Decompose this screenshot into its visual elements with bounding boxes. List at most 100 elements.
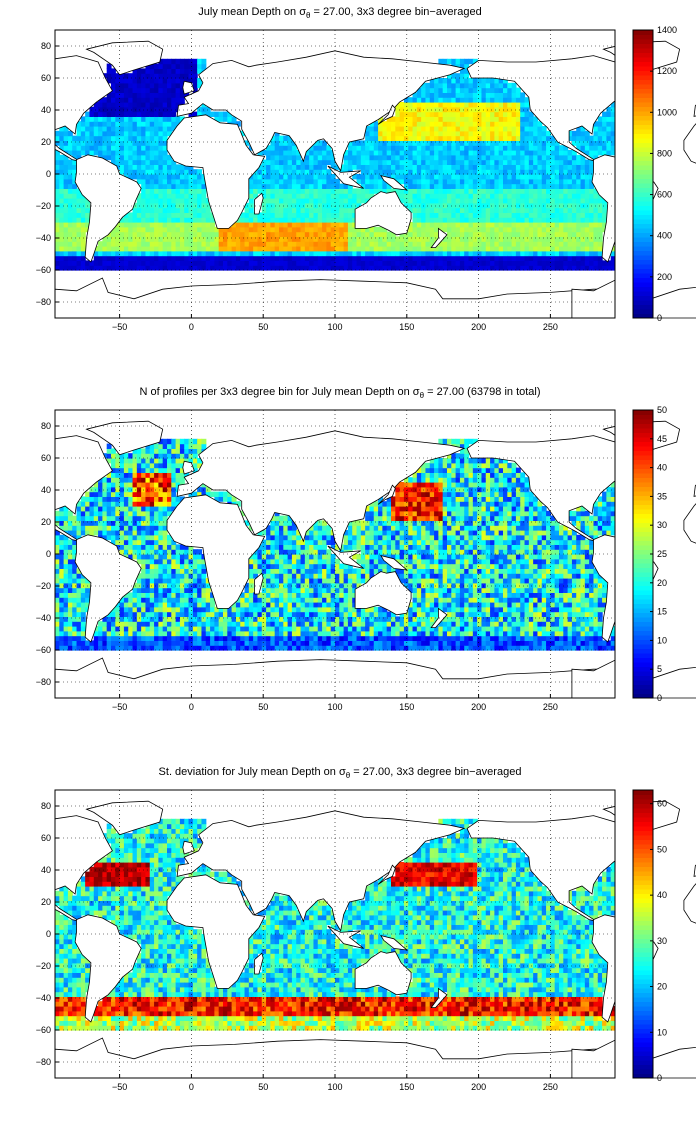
heatmap-cell	[481, 222, 486, 227]
heatmap-cell	[111, 631, 116, 636]
heatmap-cell	[275, 164, 280, 169]
heatmap-cell	[150, 477, 155, 482]
heatmap-cell	[72, 140, 77, 145]
heatmap-cell	[59, 516, 64, 521]
heatmap-cell	[352, 145, 357, 150]
heatmap-cell	[585, 203, 590, 208]
colorbar-swatch	[633, 237, 653, 242]
heatmap-cell	[443, 160, 448, 165]
heatmap-cell	[107, 482, 112, 487]
heatmap-cell	[133, 155, 138, 160]
heatmap-cell	[145, 140, 150, 145]
heatmap-cell	[425, 107, 430, 112]
heatmap-cell	[542, 232, 547, 237]
heatmap-cell	[542, 136, 547, 141]
heatmap-cell	[520, 97, 525, 102]
heatmap-cell	[89, 506, 94, 511]
heatmap-cell	[443, 193, 448, 198]
heatmap-cell	[395, 145, 400, 150]
heatmap-cell	[374, 246, 379, 251]
heatmap-cell	[387, 251, 392, 256]
heatmap-cell	[158, 472, 163, 477]
heatmap-cell	[253, 236, 258, 241]
heatmap-cell	[167, 444, 172, 449]
heatmap-cell	[145, 492, 150, 497]
heatmap-cell	[124, 232, 129, 237]
heatmap-cell	[72, 516, 77, 521]
heatmap-cell	[447, 92, 452, 97]
heatmap-cell	[542, 188, 547, 193]
heatmap-cell	[275, 246, 280, 251]
heatmap-cell	[473, 212, 478, 217]
heatmap-cell	[150, 217, 155, 222]
heatmap-cell	[477, 246, 482, 251]
heatmap-cell	[598, 217, 603, 222]
heatmap-cell	[481, 232, 486, 237]
heatmap-cell	[154, 116, 159, 121]
heatmap-cell	[163, 640, 168, 645]
heatmap-cell	[533, 193, 538, 198]
heatmap-cell	[434, 260, 439, 265]
heatmap-cell	[262, 203, 267, 208]
heatmap-cell	[171, 222, 176, 227]
heatmap-cell	[606, 126, 611, 131]
heatmap-cell	[296, 203, 301, 208]
heatmap-cell	[275, 212, 280, 217]
heatmap-cell	[55, 511, 60, 516]
heatmap-cell	[150, 88, 155, 93]
heatmap-cell	[309, 256, 314, 261]
heatmap-cell	[477, 251, 482, 256]
heatmap-cell	[197, 607, 202, 612]
heatmap-cell	[387, 121, 392, 126]
heatmap-cell	[115, 116, 120, 121]
heatmap-cell	[473, 83, 478, 88]
heatmap-cell	[141, 482, 146, 487]
heatmap-cell	[456, 112, 461, 117]
heatmap-cell	[464, 97, 469, 102]
heatmap-cell	[184, 607, 189, 612]
heatmap-cell	[193, 64, 198, 69]
heatmap-cell	[150, 116, 155, 121]
heatmap-cell	[163, 150, 168, 155]
heatmap-cell	[387, 131, 392, 136]
heatmap-cell	[85, 112, 90, 117]
heatmap-cell	[59, 602, 64, 607]
heatmap-cell	[141, 140, 146, 145]
heatmap-cell	[460, 107, 465, 112]
heatmap-cell	[481, 260, 486, 265]
heatmap-cell	[64, 583, 69, 588]
heatmap-cell	[421, 107, 426, 112]
heatmap-cell	[425, 184, 430, 189]
heatmap-cell	[171, 203, 176, 208]
heatmap-cell	[184, 260, 189, 265]
heatmap-cell	[189, 169, 194, 174]
heatmap-cell	[335, 227, 340, 232]
heatmap-cell	[68, 568, 73, 573]
heatmap-cell	[464, 131, 469, 136]
heatmap-cell	[141, 496, 146, 501]
heatmap-cell	[529, 236, 534, 241]
heatmap-cell	[167, 59, 172, 64]
heatmap-cell	[516, 145, 521, 150]
heatmap-cell	[124, 549, 129, 554]
heatmap-cell	[344, 217, 349, 222]
heatmap-cell	[72, 145, 77, 150]
heatmap-cell	[382, 164, 387, 169]
heatmap-cell	[128, 222, 133, 227]
colorbar-swatch	[633, 188, 653, 193]
heatmap-cell	[77, 592, 82, 597]
heatmap-cell	[133, 554, 138, 559]
heatmap-cell	[85, 588, 90, 593]
heatmap-cell	[189, 59, 194, 64]
heatmap-cell	[197, 236, 202, 241]
heatmap-cell	[550, 241, 555, 246]
heatmap-cell	[413, 150, 418, 155]
heatmap-cell	[81, 583, 86, 588]
heatmap-cell	[512, 174, 517, 179]
colorbar-swatch	[633, 206, 653, 211]
heatmap-cell	[576, 217, 581, 222]
heatmap-cell	[369, 251, 374, 256]
heatmap-cell	[529, 198, 534, 203]
heatmap-cell	[292, 217, 297, 222]
heatmap-cell	[150, 568, 155, 573]
